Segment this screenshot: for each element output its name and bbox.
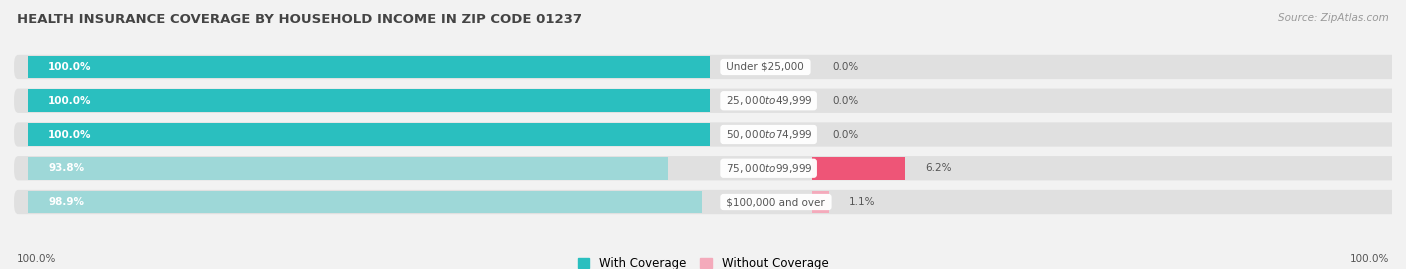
FancyBboxPatch shape bbox=[14, 55, 1406, 79]
Bar bbox=[28, 55, 710, 79]
Text: 98.9%: 98.9% bbox=[48, 197, 84, 207]
Text: $100,000 and over: $100,000 and over bbox=[724, 197, 828, 207]
Text: $50,000 to $74,999: $50,000 to $74,999 bbox=[724, 128, 814, 141]
Bar bbox=[813, 157, 905, 180]
Legend: With Coverage, Without Coverage: With Coverage, Without Coverage bbox=[578, 257, 828, 269]
Text: 100.0%: 100.0% bbox=[48, 62, 91, 72]
Bar bbox=[28, 157, 668, 180]
Text: 1.1%: 1.1% bbox=[849, 197, 876, 207]
Bar bbox=[813, 190, 828, 214]
FancyBboxPatch shape bbox=[14, 190, 1406, 214]
Text: 93.8%: 93.8% bbox=[48, 163, 84, 173]
Text: 0.0%: 0.0% bbox=[832, 96, 859, 106]
Text: $75,000 to $99,999: $75,000 to $99,999 bbox=[724, 162, 814, 175]
Bar bbox=[28, 190, 703, 214]
Text: 6.2%: 6.2% bbox=[925, 163, 952, 173]
Text: 0.0%: 0.0% bbox=[832, 129, 859, 140]
Text: HEALTH INSURANCE COVERAGE BY HOUSEHOLD INCOME IN ZIP CODE 01237: HEALTH INSURANCE COVERAGE BY HOUSEHOLD I… bbox=[17, 13, 582, 26]
Text: Under $25,000: Under $25,000 bbox=[724, 62, 807, 72]
Text: $25,000 to $49,999: $25,000 to $49,999 bbox=[724, 94, 814, 107]
FancyBboxPatch shape bbox=[14, 122, 1406, 147]
FancyBboxPatch shape bbox=[14, 156, 1406, 180]
Text: 100.0%: 100.0% bbox=[48, 96, 91, 106]
Text: 100.0%: 100.0% bbox=[48, 129, 91, 140]
Text: 100.0%: 100.0% bbox=[17, 254, 56, 264]
Bar bbox=[28, 123, 710, 146]
Text: Source: ZipAtlas.com: Source: ZipAtlas.com bbox=[1278, 13, 1389, 23]
FancyBboxPatch shape bbox=[14, 89, 1406, 113]
Text: 100.0%: 100.0% bbox=[1350, 254, 1389, 264]
Text: 0.0%: 0.0% bbox=[832, 62, 859, 72]
Bar bbox=[28, 89, 710, 112]
